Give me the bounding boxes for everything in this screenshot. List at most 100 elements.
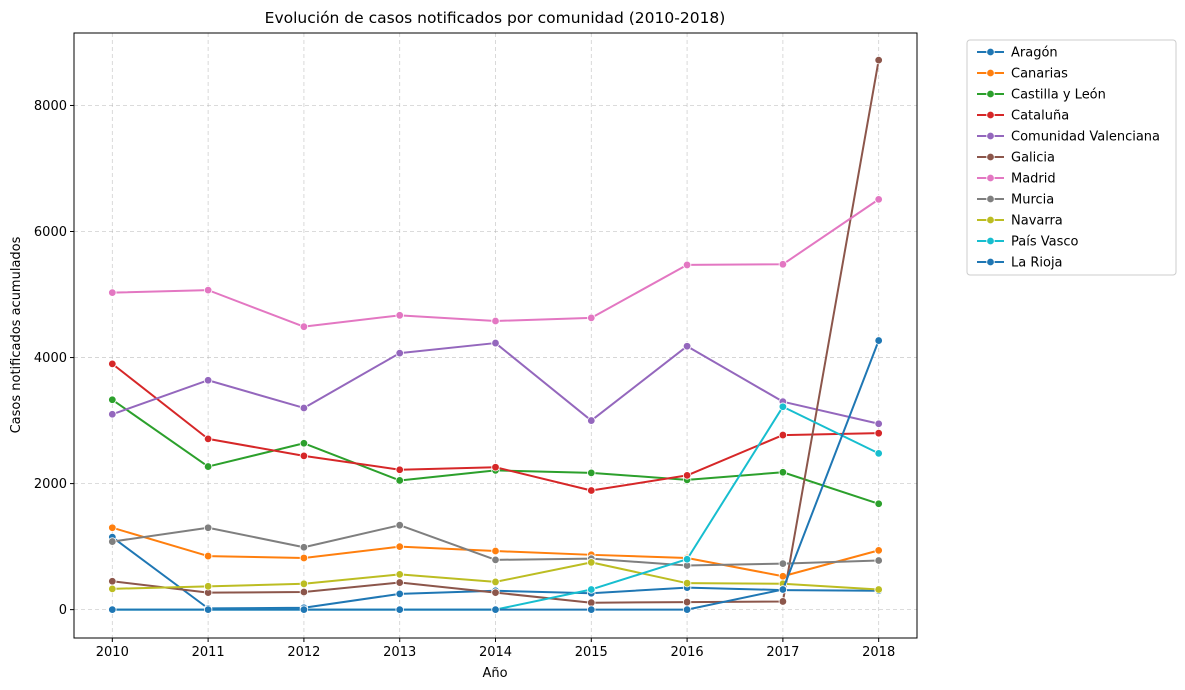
data-point — [778, 559, 788, 568]
legend-label: País Vasco — [1011, 235, 1079, 250]
data-point — [395, 589, 404, 599]
data-point — [203, 434, 213, 444]
data-point — [682, 597, 692, 607]
y-tick-label: 6000 — [34, 225, 67, 240]
legend-label: Murcia — [1011, 193, 1054, 208]
data-point — [299, 543, 309, 552]
series-layer — [108, 55, 883, 614]
data-point — [874, 55, 883, 65]
legend-marker — [986, 47, 995, 57]
data-point — [108, 523, 117, 532]
data-point — [587, 313, 596, 323]
x-tick-label: 2016 — [671, 645, 704, 660]
data-point — [587, 558, 596, 567]
series-1 — [108, 523, 883, 581]
x-tick-label: 2011 — [192, 645, 225, 660]
data-point — [395, 311, 404, 320]
grid-lines — [74, 33, 917, 638]
data-point — [395, 520, 404, 530]
legend-marker — [986, 68, 995, 78]
data-point — [108, 288, 117, 297]
data-point — [395, 476, 404, 485]
data-point — [108, 537, 117, 546]
data-point — [874, 546, 883, 555]
data-point — [778, 572, 788, 581]
legend-label: Cataluña — [1011, 109, 1069, 124]
x-axis: 2010 2011 2012 2013 2014 2015 2016 2017 2018 — [96, 638, 895, 660]
legend-marker — [986, 173, 995, 183]
legend-label: Canarias — [1011, 67, 1068, 82]
data-point — [587, 605, 596, 614]
data-point — [778, 597, 788, 606]
data-point — [395, 578, 404, 587]
data-point — [874, 428, 883, 438]
data-point — [778, 260, 788, 269]
data-point — [299, 605, 309, 614]
data-point — [108, 395, 117, 404]
data-point — [778, 430, 788, 440]
legend: Aragón Canarias Castilla y León Cataluña Com… — [966, 39, 1177, 276]
data-point — [203, 523, 213, 532]
data-point — [682, 471, 692, 480]
legend-marker — [986, 110, 995, 120]
data-point — [874, 585, 883, 594]
data-point — [299, 322, 309, 331]
legend-frame — [966, 39, 1177, 276]
data-point — [874, 419, 883, 428]
legend-marker — [986, 152, 995, 162]
data-point — [778, 468, 788, 477]
data-point — [299, 587, 309, 597]
data-point — [203, 285, 213, 295]
x-tick-label: 2012 — [287, 645, 320, 660]
data-point — [874, 336, 883, 345]
legend-label: Navarra — [1011, 214, 1063, 229]
legend-marker — [986, 236, 995, 246]
data-point — [395, 465, 404, 474]
y-tick-label: 4000 — [34, 351, 67, 366]
x-axis-label: Año — [482, 666, 507, 681]
data-point — [395, 542, 404, 551]
data-point — [682, 605, 692, 614]
data-point — [395, 605, 404, 614]
series-7 — [108, 520, 883, 570]
data-point — [682, 342, 692, 351]
series-5 — [108, 55, 883, 607]
legend-marker — [986, 215, 995, 225]
series-4 — [108, 338, 883, 428]
data-point — [491, 338, 500, 348]
data-point — [874, 449, 883, 458]
legend-marker — [986, 131, 995, 141]
data-point — [874, 195, 883, 204]
legend-label: Galicia — [1011, 151, 1055, 166]
legend-label: La Rioja — [1011, 256, 1063, 271]
data-point — [874, 556, 883, 565]
data-point — [587, 468, 596, 478]
x-tick-label: 2013 — [383, 645, 416, 660]
data-point — [491, 577, 500, 587]
legend-marker — [986, 194, 995, 204]
data-point — [395, 570, 404, 579]
legend-marker — [986, 89, 995, 99]
data-point — [587, 585, 596, 594]
data-point — [108, 359, 117, 369]
y-axis: 0 2000 4000 6000 8000 — [34, 99, 74, 618]
data-point — [874, 499, 883, 508]
data-point — [299, 579, 309, 589]
series-3 — [108, 359, 883, 495]
x-tick-label: 2017 — [766, 645, 799, 660]
legend-label: Castilla y León — [1011, 88, 1106, 103]
x-tick-label: 2015 — [575, 645, 608, 660]
chart-title: Evolución de casos notificados por comun… — [265, 9, 726, 27]
data-point — [778, 585, 788, 594]
x-tick-label: 2018 — [862, 645, 895, 660]
data-point — [491, 546, 500, 556]
data-point — [587, 486, 596, 495]
data-point — [108, 410, 117, 419]
data-point — [299, 451, 309, 461]
data-point — [108, 584, 117, 594]
legend-label: Madrid — [1011, 172, 1056, 187]
y-axis-label: Casos notificados acumulados — [9, 236, 24, 433]
data-point — [491, 588, 500, 597]
data-point — [299, 403, 309, 413]
data-point — [203, 376, 213, 385]
